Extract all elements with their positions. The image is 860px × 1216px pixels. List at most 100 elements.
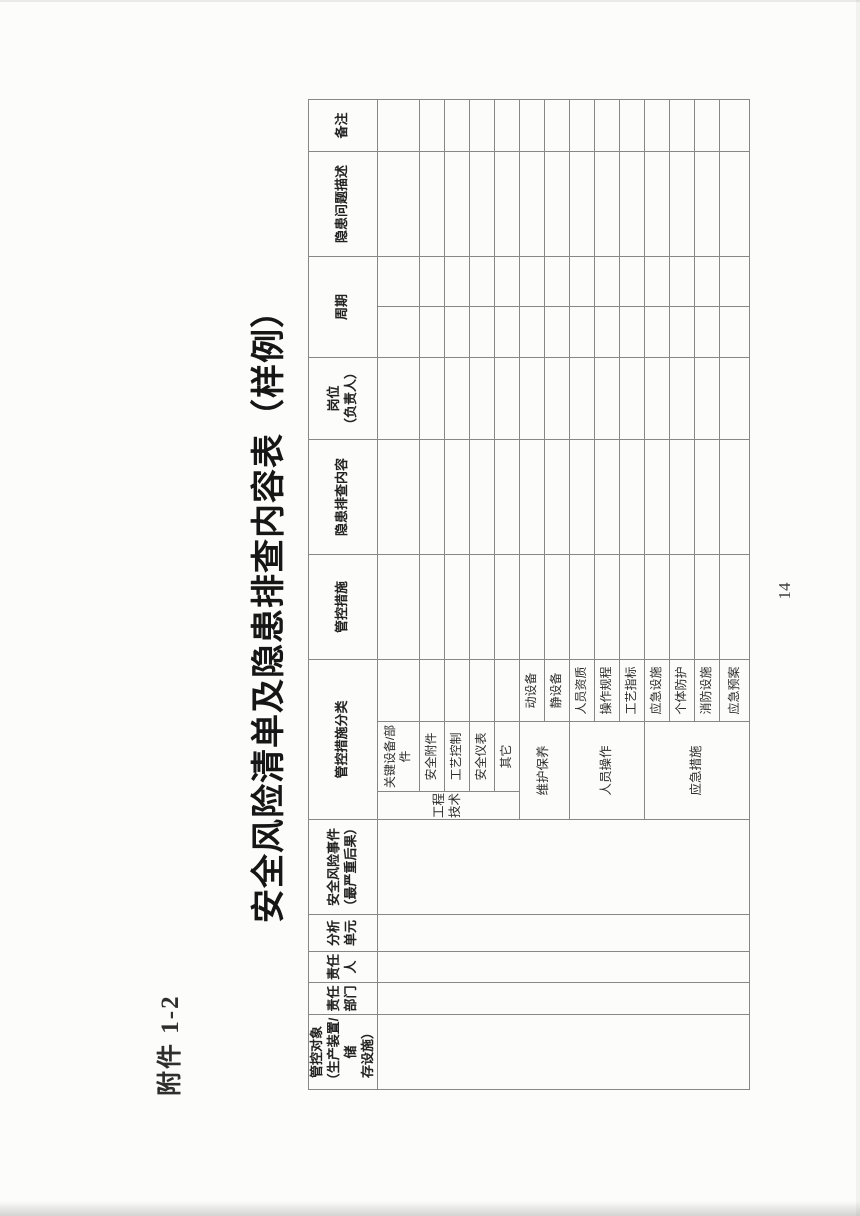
empty-cell <box>444 439 470 555</box>
empty-cell <box>444 357 470 440</box>
empty-cell <box>419 554 445 660</box>
empty-cell <box>719 357 750 440</box>
empty-cell <box>644 306 670 358</box>
empty-cell <box>544 256 570 307</box>
empty-cell <box>444 99 470 152</box>
empty-cell <box>669 357 695 440</box>
empty-cell <box>494 256 520 307</box>
empty-cell <box>494 554 520 660</box>
category-item: 其它 <box>494 721 520 792</box>
empty-cell <box>619 554 645 660</box>
empty-cell <box>644 357 670 440</box>
control-object-cell <box>377 1014 750 1090</box>
empty-cell <box>619 439 645 555</box>
col-header-measure-category: 管控措施分类 <box>308 659 378 820</box>
category-item: 应急设施 <box>644 659 670 722</box>
empty-cell <box>569 439 595 555</box>
col-header-control-measure: 管控措施 <box>308 554 378 660</box>
empty-cell <box>694 256 720 307</box>
category-item: 安全附件 <box>419 721 445 792</box>
page-number: 14 <box>775 582 794 600</box>
empty-cell <box>619 151 645 257</box>
scan-edge-right <box>856 0 860 1216</box>
empty-cell <box>594 151 620 257</box>
empty-cell <box>644 151 670 257</box>
empty-cell <box>419 256 445 307</box>
empty-cell <box>419 99 445 152</box>
empty-cell <box>469 256 495 307</box>
empty-cell <box>619 256 645 307</box>
empty-cell <box>469 99 495 152</box>
empty-cell <box>377 306 420 358</box>
empty-cell <box>719 151 750 257</box>
empty-cell <box>544 554 570 660</box>
category-item: 消防设施 <box>694 659 720 722</box>
empty-cell <box>694 306 720 358</box>
empty-cell <box>719 99 750 152</box>
responsible-person-cell <box>377 951 750 983</box>
empty-cell <box>644 554 670 660</box>
empty-cell <box>719 306 750 358</box>
col-header-remark: 备注 <box>308 99 378 152</box>
empty-cell <box>419 306 445 358</box>
empty-cell <box>469 306 495 358</box>
empty-cell <box>719 439 750 555</box>
empty-cell <box>494 99 520 152</box>
empty-cell <box>544 439 570 555</box>
empty-cell <box>519 99 545 152</box>
category-group-emergency: 应急措施 <box>644 721 750 820</box>
category-group-personnel: 人员操作 <box>569 721 645 820</box>
empty-cell <box>594 554 620 660</box>
empty-cell <box>569 151 595 257</box>
empty-cell <box>669 99 695 152</box>
empty-cell <box>594 99 620 152</box>
empty-cell <box>644 256 670 307</box>
category-item: 人员资质 <box>569 659 595 722</box>
category-item: 个体防护 <box>669 659 695 722</box>
empty-cell <box>569 256 595 307</box>
empty-cell <box>377 256 420 307</box>
empty-cell <box>519 151 545 257</box>
col-header-hazard-description: 隐患问题描述 <box>308 151 378 257</box>
col-header-control-object: 管控对象 （生产装置/储 存设施） <box>308 1014 378 1090</box>
empty-cell <box>669 439 695 555</box>
empty-cell <box>494 357 520 440</box>
col-header-inspection-content: 隐患排查内容 <box>308 439 378 555</box>
empty-cell <box>569 306 595 358</box>
empty-cell <box>377 554 420 660</box>
header-row: 管控对象 （生产装置/储 存设施） 责任 部门 责任 人 分析 单元 安全风险事… <box>308 99 378 1090</box>
empty-cell <box>519 357 545 440</box>
empty-cell <box>644 99 670 152</box>
empty-cell <box>519 256 545 307</box>
empty-cell <box>444 306 470 358</box>
empty-cell <box>544 99 570 152</box>
empty-cell <box>469 554 495 660</box>
empty-cell <box>619 99 645 152</box>
category-group-maintenance: 维护保养 <box>519 721 570 820</box>
risk-event-cell <box>377 819 750 915</box>
empty-cell <box>694 151 720 257</box>
category-item: 操作规程 <box>594 659 620 722</box>
empty-cell <box>669 306 695 358</box>
empty-cell <box>694 357 720 440</box>
category-item: 关键设备/部 件 <box>377 721 420 792</box>
category-item: 安全仪表 <box>469 721 495 792</box>
empty-cell <box>444 256 470 307</box>
empty-cell <box>494 306 520 358</box>
empty-cell <box>519 306 545 358</box>
col-header-responsible-person: 责任 人 <box>308 951 378 983</box>
empty-cell <box>377 151 420 257</box>
empty-cell <box>594 256 620 307</box>
category-item: 工艺指标 <box>619 659 645 722</box>
empty-cell <box>419 439 445 555</box>
empty-cell <box>694 439 720 555</box>
col-header-cycle: 周期 <box>308 256 378 358</box>
responsible-department-cell <box>377 982 750 1015</box>
empty-cell <box>569 99 595 152</box>
empty-cell <box>619 357 645 440</box>
empty-cell <box>569 357 595 440</box>
empty-cell <box>469 439 495 555</box>
empty-cell <box>694 99 720 152</box>
empty-cell <box>519 554 545 660</box>
